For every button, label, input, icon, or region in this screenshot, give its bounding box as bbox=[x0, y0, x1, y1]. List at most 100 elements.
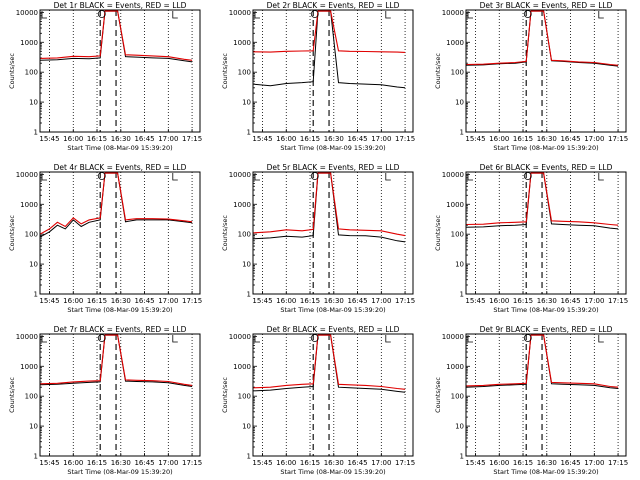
y-tick-label: 10000 bbox=[16, 9, 38, 17]
x-tick-label: 16:15 bbox=[513, 459, 533, 467]
marker-L-left bbox=[41, 173, 47, 181]
x-axis-label: Start Time (08-Mar-09 15:39:20) bbox=[493, 144, 598, 152]
x-tick-label: 17:00 bbox=[158, 135, 178, 143]
y-tick-label: 10000 bbox=[229, 9, 251, 17]
x-tick-label: 16:30 bbox=[537, 297, 557, 305]
x-tick-label: 17:00 bbox=[371, 297, 391, 305]
y-tick-label: 1000 bbox=[233, 363, 251, 371]
y-tick-label: 1 bbox=[460, 453, 464, 461]
detector-panel-5: Det 5r BLACK = Events, RED = LLD 15:45 16:… bbox=[221, 163, 415, 314]
y-tick-label: 10000 bbox=[16, 333, 38, 341]
x-tick-label: 17:15 bbox=[608, 135, 628, 143]
series-lld-line bbox=[252, 334, 406, 390]
y-axis-label: Counts/sec bbox=[8, 215, 16, 251]
y-tick-label: 100 bbox=[451, 231, 464, 239]
series-events-line bbox=[465, 334, 619, 389]
x-axis-label: Start Time (08-Mar-09 15:39:20) bbox=[67, 306, 172, 314]
x-tick-label: 16:30 bbox=[537, 459, 557, 467]
y-tick-label: 1000 bbox=[233, 201, 251, 209]
y-tick-label: 10000 bbox=[442, 333, 464, 341]
y-tick-label: 10 bbox=[455, 99, 464, 107]
series-lld-line bbox=[39, 172, 193, 235]
y-tick-label: 100 bbox=[25, 69, 38, 77]
y-tick-label: 100 bbox=[238, 231, 251, 239]
marker-circle bbox=[523, 334, 532, 342]
y-axis-label: Counts/sec bbox=[434, 215, 442, 251]
x-tick-label: 16:15 bbox=[87, 297, 107, 305]
x-tick-label: 16:15 bbox=[87, 459, 107, 467]
marker-L-left bbox=[467, 11, 473, 19]
marker-L-right bbox=[385, 335, 391, 343]
y-axis-label: Counts/sec bbox=[8, 53, 16, 89]
y-tick-label: 10000 bbox=[442, 171, 464, 179]
x-axis-label: Start Time (08-Mar-09 15:39:20) bbox=[280, 306, 385, 314]
marker-circle bbox=[97, 172, 106, 180]
y-tick-label: 10 bbox=[29, 423, 38, 431]
y-tick-label: 10 bbox=[29, 261, 38, 269]
plot-frame bbox=[252, 171, 414, 295]
x-tick-label: 15:45 bbox=[39, 459, 59, 467]
x-tick-label: 16:45 bbox=[134, 297, 154, 305]
marker-circle bbox=[97, 334, 106, 342]
x-tick-label: 16:00 bbox=[489, 135, 509, 143]
x-tick-label: 16:30 bbox=[324, 135, 344, 143]
x-tick-label: 17:15 bbox=[182, 135, 202, 143]
panel-title: Det 6r BLACK = Events, RED = LLD bbox=[480, 163, 613, 172]
y-tick-label: 1 bbox=[247, 291, 251, 299]
marker-L-right bbox=[172, 11, 178, 19]
y-tick-label: 100 bbox=[238, 393, 251, 401]
y-tick-label: 1000 bbox=[233, 39, 251, 47]
x-tick-label: 16:15 bbox=[513, 297, 533, 305]
x-axis-label: Start Time (08-Mar-09 15:39:20) bbox=[67, 144, 172, 152]
panel-title: Det 9r BLACK = Events, RED = LLD bbox=[480, 325, 613, 334]
y-tick-label: 1 bbox=[247, 129, 251, 137]
x-tick-label: 16:00 bbox=[276, 297, 296, 305]
panel-title: Det 5r BLACK = Events, RED = LLD bbox=[267, 163, 400, 172]
x-tick-label: 16:30 bbox=[324, 297, 344, 305]
y-tick-label: 100 bbox=[25, 393, 38, 401]
series-lld-line bbox=[465, 10, 619, 66]
x-tick-label: 15:45 bbox=[252, 135, 272, 143]
y-tick-label: 100 bbox=[451, 393, 464, 401]
y-axis-label: Counts/sec bbox=[221, 53, 229, 89]
marker-L-left bbox=[254, 11, 260, 19]
x-tick-label: 16:45 bbox=[134, 459, 154, 467]
marker-L-left bbox=[254, 173, 260, 181]
series-lld-line bbox=[465, 172, 619, 226]
x-tick-label: 16:30 bbox=[111, 297, 131, 305]
detector-panel-3: Det 3r BLACK = Events, RED = LLD 15:45 16:… bbox=[434, 1, 628, 152]
y-tick-label: 10000 bbox=[229, 333, 251, 341]
x-tick-label: 17:00 bbox=[584, 135, 604, 143]
x-tick-label: 15:45 bbox=[252, 297, 272, 305]
marker-circle bbox=[310, 172, 319, 180]
x-axis-label: Start Time (08-Mar-09 15:39:20) bbox=[493, 306, 598, 314]
x-tick-label: 16:00 bbox=[489, 459, 509, 467]
marker-L-right bbox=[385, 11, 391, 19]
y-tick-label: 1 bbox=[460, 129, 464, 137]
y-tick-label: 1 bbox=[34, 129, 38, 137]
y-tick-label: 10000 bbox=[16, 171, 38, 179]
x-tick-label: 17:00 bbox=[371, 459, 391, 467]
y-axis-label: Counts/sec bbox=[434, 53, 442, 89]
x-tick-label: 15:45 bbox=[465, 459, 485, 467]
x-tick-label: 16:15 bbox=[513, 135, 533, 143]
plot-frame bbox=[465, 171, 627, 295]
x-tick-label: 15:45 bbox=[252, 459, 272, 467]
plot-frame bbox=[39, 333, 201, 457]
panel-title: Det 3r BLACK = Events, RED = LLD bbox=[480, 1, 613, 10]
x-axis-label: Start Time (08-Mar-09 15:39:20) bbox=[280, 144, 385, 152]
plot-frame bbox=[39, 9, 201, 133]
x-tick-label: 16:00 bbox=[276, 459, 296, 467]
y-tick-label: 1 bbox=[247, 453, 251, 461]
marker-L-left bbox=[467, 335, 473, 343]
x-tick-label: 17:15 bbox=[182, 297, 202, 305]
x-axis-label: Start Time (08-Mar-09 15:39:20) bbox=[493, 468, 598, 476]
y-tick-label: 10 bbox=[29, 99, 38, 107]
series-events-line bbox=[465, 10, 619, 67]
series-lld-line bbox=[465, 334, 619, 388]
x-tick-label: 16:45 bbox=[134, 135, 154, 143]
x-tick-label: 17:00 bbox=[584, 297, 604, 305]
y-tick-label: 1 bbox=[34, 291, 38, 299]
y-tick-label: 100 bbox=[451, 69, 464, 77]
